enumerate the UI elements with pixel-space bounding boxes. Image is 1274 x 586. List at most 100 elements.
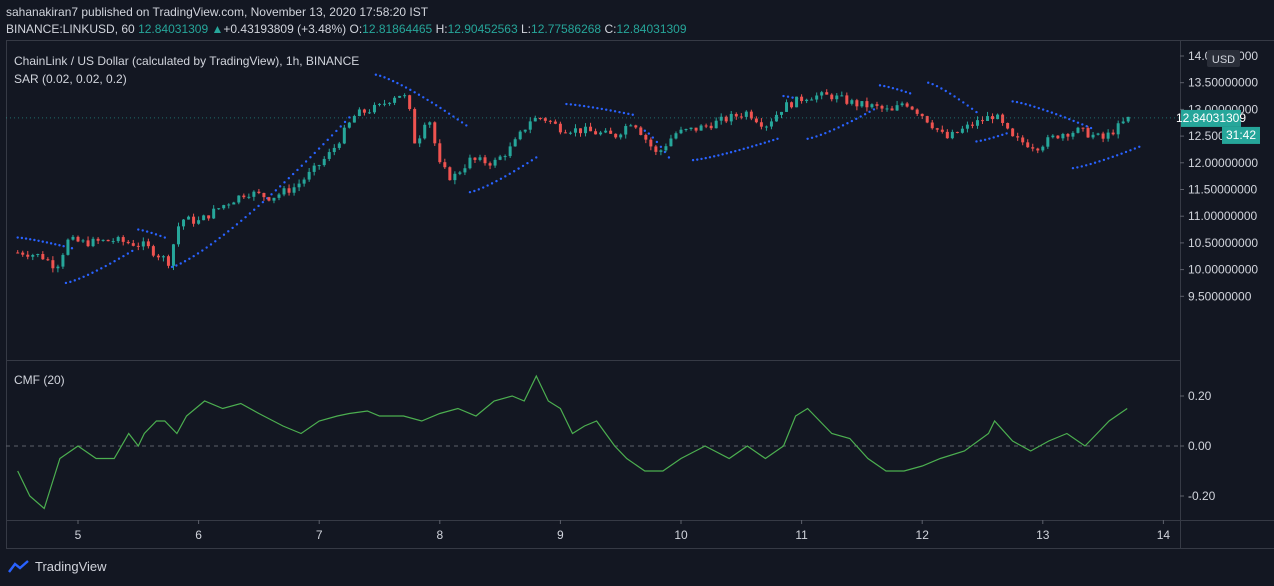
candle-body (367, 112, 371, 114)
sar-dot (122, 254, 125, 258)
sar-dot (1120, 152, 1123, 155)
candle-body (845, 95, 849, 104)
sar-dot (613, 110, 617, 113)
sar-dot (244, 215, 247, 219)
candle-body (880, 105, 884, 109)
low-label: L: (521, 22, 532, 36)
sar-dot (409, 88, 412, 92)
candle-body (282, 188, 286, 195)
sar-dot (150, 231, 153, 235)
candle-body (187, 216, 191, 220)
sar-dot (339, 125, 342, 128)
candle-body (709, 125, 713, 129)
sar-dot (1041, 108, 1045, 111)
candle-body (795, 96, 799, 108)
sar-dot (214, 240, 217, 243)
candle-body (563, 132, 567, 134)
cmf-indicator-label[interactable]: CMF (20) (14, 373, 65, 387)
candle-body (1091, 134, 1095, 138)
sar-dot (417, 93, 421, 96)
cmf-tick-label: 0.00 (1188, 439, 1212, 453)
sar-dot (975, 110, 978, 114)
sar-dot (767, 140, 771, 143)
sar-dot (1124, 150, 1128, 154)
sar-dot (439, 106, 442, 110)
sar-indicator-label[interactable]: SAR (0.02, 0.02, 0.2) (14, 72, 127, 86)
candle-body (26, 254, 30, 257)
sar-dot (1001, 133, 1004, 137)
tradingview-brand[interactable]: TradingView (8, 559, 107, 574)
sar-dot (16, 236, 19, 239)
candle-body (619, 134, 623, 138)
candle-body (478, 157, 482, 160)
sar-dot (108, 262, 112, 265)
sar-dot (746, 146, 750, 149)
sar-dot (504, 175, 507, 178)
sar-dot (460, 121, 464, 124)
sar-dot (704, 156, 707, 160)
sar-dot (378, 74, 382, 78)
sar-dot (274, 189, 278, 192)
time-tick-label: 9 (557, 528, 564, 542)
candle-body (257, 191, 261, 193)
sar-dot (940, 87, 943, 90)
candle-body (232, 202, 236, 205)
sar-dot (832, 128, 836, 131)
sar-dot (70, 247, 74, 250)
sar-dot (159, 234, 162, 238)
sar-dot (141, 229, 144, 232)
sar-dot (227, 230, 230, 233)
sar-dot (1046, 109, 1049, 113)
candle-body (573, 128, 577, 133)
candle-body (337, 143, 341, 148)
sar-dot (591, 106, 595, 109)
sar-dot (837, 126, 840, 129)
sar-dot (667, 156, 671, 159)
candle-body (262, 192, 266, 198)
price-tags: USD 12.84031309 31:42 (6, 50, 1260, 144)
candle-body (302, 179, 306, 184)
candle-body (171, 244, 175, 266)
candle-body (332, 147, 336, 153)
candle-body (1001, 114, 1005, 123)
currency-badge (1207, 50, 1240, 67)
sar-dot (326, 138, 329, 142)
candle-body (965, 124, 969, 129)
sar-dot (257, 204, 260, 208)
sar-dot (300, 164, 303, 167)
candle-body (1086, 128, 1090, 138)
candle-body (900, 103, 904, 106)
sar-dot (309, 156, 312, 159)
sar-dot (82, 275, 85, 279)
sar-dot (517, 167, 520, 170)
candle-body (1056, 135, 1060, 139)
sar-dot (1076, 121, 1080, 124)
candle-body (1006, 122, 1010, 129)
sar-dot (782, 94, 785, 98)
sar-dot (348, 116, 351, 119)
sar-dot (755, 144, 758, 147)
candle-body (885, 108, 889, 110)
candle-body (714, 120, 718, 129)
time-tick-label: 11 (795, 528, 808, 542)
sar-dot (278, 185, 282, 188)
sar-dot (618, 110, 621, 114)
sar-dot (396, 81, 399, 85)
cmf-series (17, 374, 1128, 510)
candle-body (548, 120, 552, 122)
candle-body (433, 122, 437, 144)
candle-body (292, 187, 296, 193)
candle-body (634, 125, 638, 128)
open-label: O: (349, 22, 363, 36)
sar-dot (175, 264, 178, 267)
candle-body (247, 196, 251, 198)
high-value: 12.90452563 (447, 22, 518, 36)
cmf-tick-label: -0.20 (1188, 489, 1216, 503)
candle-body (664, 146, 668, 151)
sar-dot (218, 236, 221, 240)
sar-dot (659, 145, 663, 149)
sar-dot (609, 109, 612, 112)
candle-body (925, 116, 929, 123)
price-tick-label: 10.50000000 (1188, 236, 1258, 250)
